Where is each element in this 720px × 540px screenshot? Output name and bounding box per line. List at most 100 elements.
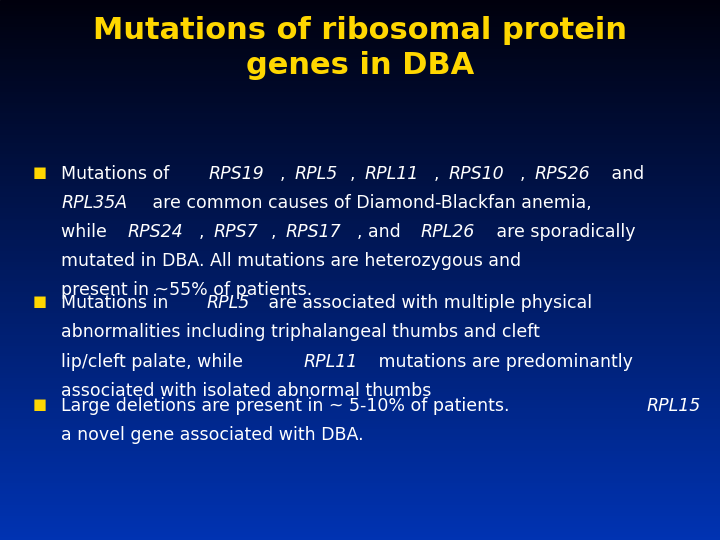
Text: while: while	[61, 223, 112, 241]
Bar	[0, 464, 720, 467]
Bar	[0, 470, 720, 472]
Bar	[0, 356, 720, 359]
Bar	[0, 454, 720, 456]
Bar	[0, 308, 720, 310]
Bar	[0, 265, 720, 267]
Bar	[0, 111, 720, 113]
Bar	[0, 275, 720, 278]
Text: RPL5: RPL5	[207, 294, 250, 312]
Bar	[0, 327, 720, 329]
Bar	[0, 43, 720, 46]
Bar	[0, 178, 720, 181]
Bar	[0, 502, 720, 505]
Bar	[0, 397, 720, 400]
Bar	[0, 370, 720, 373]
Bar	[0, 232, 720, 235]
Bar	[0, 375, 720, 378]
Text: are common causes of Diamond-Blackfan anemia,: are common causes of Diamond-Blackfan an…	[147, 194, 591, 212]
Bar	[0, 513, 720, 516]
Bar	[0, 281, 720, 284]
Bar	[0, 262, 720, 265]
Text: and: and	[606, 165, 644, 183]
Bar	[0, 429, 720, 432]
Bar	[0, 378, 720, 381]
Text: RPS24: RPS24	[127, 223, 183, 241]
Bar	[0, 97, 720, 100]
Bar	[0, 224, 720, 227]
Bar	[0, 62, 720, 65]
Bar	[0, 491, 720, 494]
Bar	[0, 157, 720, 159]
Bar	[0, 297, 720, 300]
Bar	[0, 184, 720, 186]
Bar	[0, 535, 720, 537]
Text: ,: ,	[271, 223, 282, 241]
Bar	[0, 364, 720, 367]
Bar	[0, 211, 720, 213]
Bar	[0, 472, 720, 475]
Bar	[0, 116, 720, 119]
Bar	[0, 292, 720, 294]
Bar	[0, 219, 720, 221]
Bar	[0, 286, 720, 289]
Bar	[0, 332, 720, 335]
Bar	[0, 38, 720, 40]
Text: RPL11: RPL11	[303, 353, 357, 370]
Text: ,: ,	[199, 223, 210, 241]
Text: Mutations in: Mutations in	[61, 294, 174, 312]
Text: Large deletions are present in ~ 5-10% of patients.: Large deletions are present in ~ 5-10% o…	[61, 397, 516, 415]
Bar	[0, 181, 720, 184]
Text: ,: ,	[520, 165, 531, 183]
Bar	[0, 532, 720, 535]
Bar	[0, 319, 720, 321]
Bar	[0, 30, 720, 32]
Bar	[0, 119, 720, 122]
Bar	[0, 94, 720, 97]
Bar	[0, 475, 720, 478]
Bar	[0, 521, 720, 524]
Text: mutated in DBA. All mutations are heterozygous and: mutated in DBA. All mutations are hetero…	[61, 252, 521, 270]
Text: RPL35A: RPL35A	[61, 194, 127, 212]
Bar	[0, 524, 720, 526]
Bar	[0, 127, 720, 130]
Bar	[0, 240, 720, 243]
Bar	[0, 197, 720, 200]
Bar	[0, 421, 720, 424]
Bar	[0, 248, 720, 251]
Bar	[0, 167, 720, 170]
Bar	[0, 529, 720, 532]
Text: present in ~55% of patients.: present in ~55% of patients.	[61, 281, 312, 299]
Bar	[0, 392, 720, 394]
Bar	[0, 24, 720, 27]
Bar	[0, 310, 720, 313]
Bar	[0, 508, 720, 510]
Text: RPL11: RPL11	[364, 165, 418, 183]
Bar	[0, 313, 720, 316]
Bar	[0, 54, 720, 57]
Bar	[0, 113, 720, 116]
Bar	[0, 367, 720, 370]
Bar	[0, 373, 720, 375]
Text: ■: ■	[32, 294, 46, 309]
Bar	[0, 416, 720, 418]
Text: associated with isolated abnormal thumbs: associated with isolated abnormal thumbs	[61, 382, 431, 400]
Bar	[0, 59, 720, 62]
Bar	[0, 448, 720, 451]
Bar	[0, 8, 720, 11]
Text: ,: ,	[280, 165, 291, 183]
Bar	[0, 486, 720, 489]
Bar	[0, 65, 720, 68]
Bar	[0, 346, 720, 348]
Bar	[0, 443, 720, 445]
Bar	[0, 200, 720, 202]
Bar	[0, 208, 720, 211]
Bar	[0, 305, 720, 308]
Bar	[0, 0, 720, 3]
Bar	[0, 189, 720, 192]
Bar	[0, 324, 720, 327]
Bar	[0, 413, 720, 416]
Text: RPS7: RPS7	[213, 223, 258, 241]
Bar	[0, 321, 720, 324]
Bar	[0, 230, 720, 232]
Bar	[0, 494, 720, 497]
